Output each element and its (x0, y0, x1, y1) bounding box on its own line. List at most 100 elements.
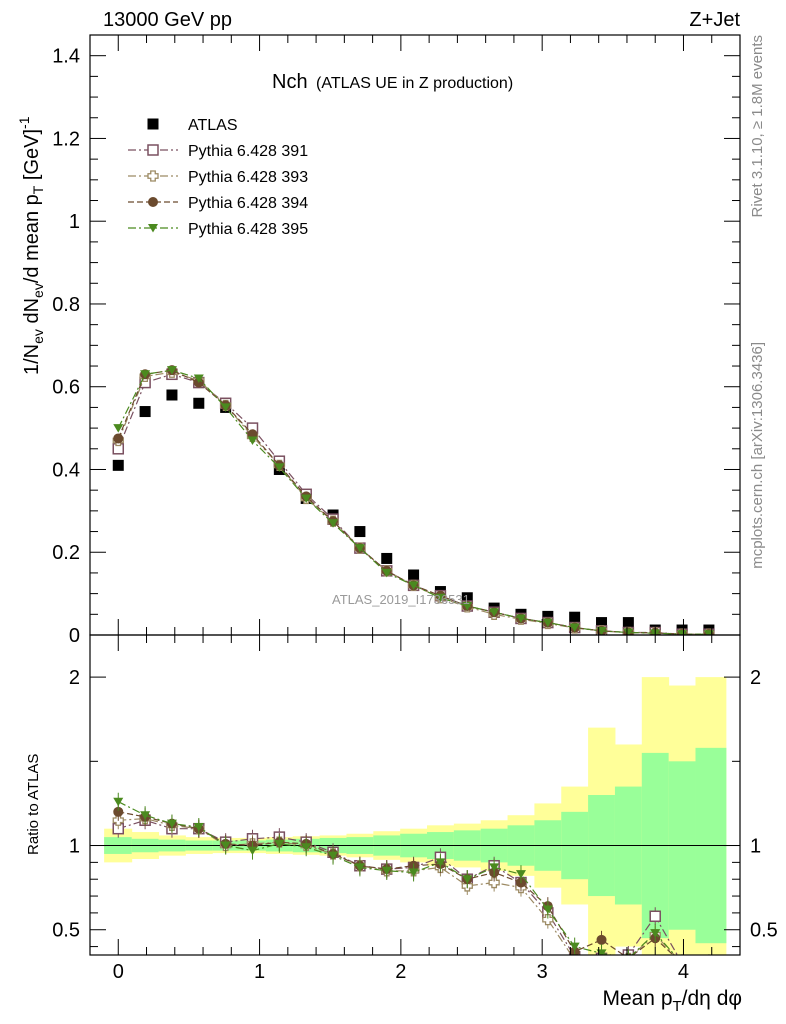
ratio-3-point (650, 929, 661, 938)
series-4-point (328, 519, 339, 528)
legend-marker (148, 224, 158, 233)
ratio-0-point (704, 958, 714, 968)
series-4-point (408, 581, 419, 590)
ratio-1-point (571, 954, 578, 955)
ratio-3-point (489, 863, 500, 872)
plot-title-main: Nch (272, 71, 308, 93)
x-tick-label: 1 (254, 961, 265, 983)
legend-label: Pythia 6.428 394 (188, 195, 308, 212)
series-4-point (113, 424, 124, 433)
series-0-point (381, 552, 393, 564)
ratio-1-point (704, 958, 714, 968)
plot-title: Nch (ATLAS UE in Z production) (272, 71, 513, 93)
series-4-point (435, 593, 446, 603)
series-3-point (113, 433, 124, 444)
ratio-frame (89, 634, 741, 956)
ratio-3-point (274, 839, 285, 849)
header-energy: 13000 GeV pp (103, 9, 232, 31)
legend-label: Pythia 6.428 395 (188, 221, 308, 238)
ratio-3-point (140, 811, 151, 820)
x-tick-label: 3 (537, 961, 548, 983)
main-y-tick-label: 0.2 (52, 542, 80, 564)
ratio-2-point (704, 958, 714, 968)
ratio-3-point (354, 863, 365, 872)
ratio-3-point (515, 870, 526, 879)
main-y-tick-label: 1.2 (52, 128, 80, 150)
series-4-point (381, 568, 392, 578)
series-4-point (193, 374, 204, 383)
ratio-3-point (301, 843, 312, 852)
legend: ATLAS Pythia 6.428 391 Pythia 6.428 393 Pyt… (128, 117, 308, 238)
series-0-point (193, 397, 205, 409)
header-process: Z+Jet (689, 9, 740, 31)
legend-label: Pythia 6.428 391 (188, 143, 308, 160)
rivet-label: Rivet 3.1.10, ≥ 1.8M events (749, 35, 766, 218)
ratio-y-axis-label: Ratio to ATLAS (25, 754, 42, 855)
main-y-tick-label: 1 (69, 211, 80, 233)
series-4-point (462, 602, 473, 611)
main-series (112, 365, 715, 635)
series-4-point (354, 544, 365, 553)
ratio-3-point (166, 819, 177, 829)
legend-marker (147, 170, 159, 182)
series-4-point (247, 436, 258, 446)
ratio-y-tick-label-right: 0.5 (750, 920, 778, 942)
series-0-point (354, 526, 366, 538)
series-0-point (542, 610, 554, 622)
ratio-3-point (435, 858, 446, 867)
ratio-3-point (623, 954, 634, 955)
series-4-point (274, 463, 285, 472)
series-0-point (408, 569, 420, 581)
ratio-3-point (704, 959, 714, 968)
ratio-1-point (488, 876, 500, 889)
series-4-point (623, 628, 634, 635)
series-4-point (542, 618, 553, 628)
main-y-tick-label: 0.6 (52, 377, 80, 399)
x-tick-label: 4 (678, 961, 689, 983)
ratio-2-point (596, 934, 607, 945)
series-0-point (139, 406, 151, 418)
mcplots-label: mcplots.cern.ch [arXiv:1306.3436] (749, 342, 766, 569)
legend-marker (148, 197, 158, 207)
ratio-3-point (247, 846, 258, 856)
ratio-3-point (193, 823, 204, 832)
series-line-4 (117, 369, 709, 635)
legend-label: Pythia 6.428 393 (188, 169, 308, 186)
ratio-3-point (328, 851, 339, 861)
series-4-point (140, 370, 151, 379)
series-4-point (489, 608, 500, 617)
axes: 0 1 2 3 4 0 0.2 0.4 0.6 0.8 1 1.2 1.4 0.5 0.5 1 1 2 2 (52, 34, 778, 983)
series-0-point (112, 459, 124, 471)
series-4-point (166, 366, 177, 375)
ratio-y-tick-label-left: 1 (69, 836, 80, 858)
series-4-point (569, 623, 580, 633)
ratio-1-point (598, 954, 605, 955)
ratio-3-point (220, 841, 231, 851)
series-0-point (461, 592, 473, 604)
ratio-2-point (113, 806, 124, 817)
x-tick-label: 0 (113, 961, 124, 983)
ratio-1-point (542, 913, 554, 926)
series-0-point (166, 389, 178, 401)
series-0-point (622, 617, 634, 629)
main-y-tick-label: 1.4 (52, 46, 80, 68)
ratio-0-point (649, 910, 661, 923)
ratio-y-tick-label-left: 0.5 (52, 920, 80, 942)
legend-label: ATLAS (188, 117, 238, 134)
ratio-y-tick-label-right: 2 (750, 667, 761, 689)
main-y-tick-label: 0 (69, 625, 80, 647)
plot-title-sub: (ATLAS UE in Z production) (316, 75, 513, 92)
ratio-series (112, 792, 714, 968)
series-4-point (515, 614, 526, 623)
ratio-y-tick-label-left: 2 (69, 667, 80, 689)
ratio-3-point (542, 905, 553, 915)
x-axis-label: Mean pT/dη dφ (602, 987, 742, 1015)
ratio-y-tick-label-right: 1 (750, 836, 761, 858)
x-tick-label: 2 (395, 961, 406, 983)
main-y-tick-label: 0.4 (52, 459, 80, 481)
series-0-point (569, 611, 581, 623)
series-0-point (596, 617, 608, 629)
main-y-axis-label: 1/Nev dNev/d mean pT [GeV]-1 (16, 116, 46, 375)
ratio-3-point (569, 942, 580, 952)
ratio-3-point (381, 866, 392, 876)
